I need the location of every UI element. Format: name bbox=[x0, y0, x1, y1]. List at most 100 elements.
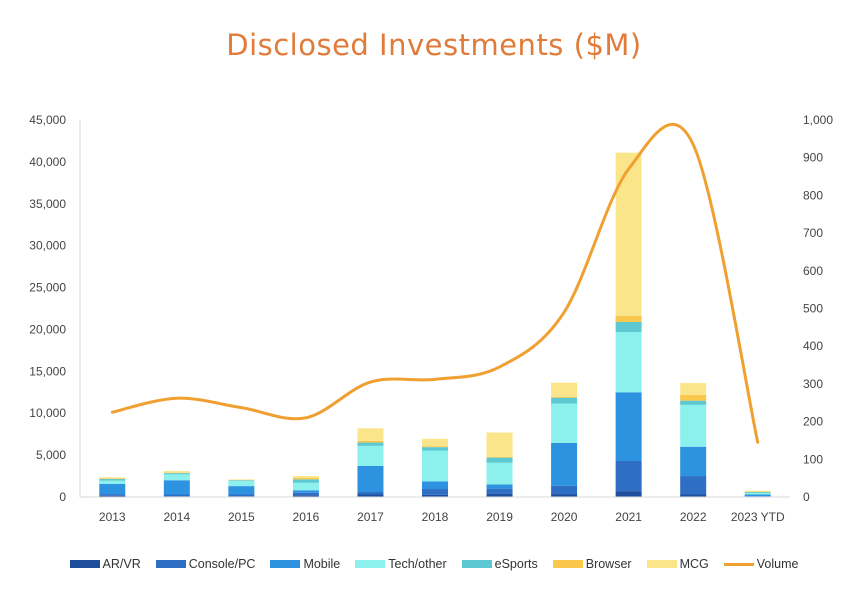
left-axis-tick-label: 10,000 bbox=[29, 406, 66, 420]
bar-segment bbox=[163, 474, 190, 481]
right-axis-ticks: 0 100 200 300 400 500 600 700 800 900 1,000 bbox=[803, 113, 833, 504]
bar-segment bbox=[680, 476, 707, 495]
bar-segment bbox=[551, 403, 578, 443]
right-axis-tick-label: 0 bbox=[803, 490, 810, 504]
bar-segment bbox=[292, 490, 319, 493]
right-axis-tick-label: 800 bbox=[803, 188, 823, 202]
left-axis-tick-label: 25,000 bbox=[29, 281, 66, 295]
legend-item: AR/VR bbox=[69, 557, 141, 571]
legend-item: Volume bbox=[723, 557, 799, 571]
bar-segment bbox=[486, 456, 513, 458]
bar-segment bbox=[551, 494, 578, 497]
bar-segment bbox=[744, 491, 771, 493]
x-axis-tick-label: 2017 bbox=[357, 510, 384, 524]
x-axis-tick-label: 2019 bbox=[486, 510, 513, 524]
right-axis-tick-label: 400 bbox=[803, 339, 823, 353]
legend-label: eSports bbox=[494, 557, 538, 571]
legend-label: Browser bbox=[585, 557, 632, 571]
bar-segment bbox=[680, 494, 707, 497]
bar-segment bbox=[744, 494, 771, 497]
bar-segment bbox=[99, 484, 126, 495]
right-axis-tick-label: 700 bbox=[803, 226, 823, 240]
legend-label: Volume bbox=[756, 557, 799, 571]
bar-segment bbox=[744, 490, 771, 492]
left-axis-tick-label: 35,000 bbox=[29, 197, 66, 211]
legend-swatch bbox=[646, 560, 677, 568]
bar-segment bbox=[615, 331, 642, 393]
bar-segment bbox=[292, 477, 319, 480]
bar-segment bbox=[551, 485, 578, 495]
bar-segment bbox=[422, 447, 448, 451]
x-axis-tick-label: 2014 bbox=[163, 510, 190, 524]
bar-segment bbox=[744, 492, 771, 495]
chart-title: Disclosed Investments ($M) bbox=[226, 28, 642, 62]
x-axis-tick-label: 2020 bbox=[551, 510, 578, 524]
right-axis-tick-label: 600 bbox=[803, 264, 823, 278]
x-axis-tick-label: 2021 bbox=[615, 510, 642, 524]
bar-segment bbox=[357, 445, 384, 467]
bar-segment bbox=[357, 428, 384, 441]
bar-segment bbox=[228, 479, 255, 481]
legend-swatch bbox=[155, 560, 186, 568]
legend-item: Browser bbox=[552, 557, 632, 571]
left-axis-tick-label: 15,000 bbox=[29, 364, 66, 378]
bar-segment bbox=[228, 481, 255, 487]
bar-segment bbox=[486, 493, 513, 497]
right-axis-tick-label: 500 bbox=[803, 302, 823, 316]
bar-segment bbox=[615, 392, 642, 461]
bar-segment bbox=[680, 394, 707, 401]
bar-segment bbox=[422, 494, 448, 497]
left-axis-tick-label: 40,000 bbox=[29, 155, 66, 169]
legend-swatch bbox=[461, 560, 492, 568]
bar-segment bbox=[357, 494, 384, 497]
legend-item: eSports bbox=[461, 557, 538, 571]
legend: AR/VR Console/PC Mobile Tech/other eSports Br… bbox=[0, 557, 868, 571]
bar-segment bbox=[99, 477, 126, 479]
bar-segment bbox=[615, 316, 642, 322]
legend-label: Console/PC bbox=[188, 557, 256, 571]
bar-segment bbox=[292, 476, 319, 478]
x-axis-tick-label: 2023 YTD bbox=[731, 510, 785, 524]
left-axis-tick-label: 30,000 bbox=[29, 239, 66, 253]
bar-segment bbox=[163, 480, 190, 495]
bar-segment bbox=[163, 494, 190, 497]
x-axis-tick-label: 2015 bbox=[228, 510, 255, 524]
bar-segment bbox=[680, 404, 707, 447]
legend-label: Tech/other bbox=[388, 557, 447, 571]
bar-segment bbox=[486, 484, 513, 489]
right-axis-tick-label: 1,000 bbox=[803, 113, 833, 127]
bar-segment bbox=[357, 442, 384, 446]
right-axis-tick-label: 100 bbox=[803, 452, 823, 466]
bar-segment bbox=[357, 440, 384, 443]
legend-swatch bbox=[270, 560, 301, 568]
legend-label: AR/VR bbox=[102, 557, 141, 571]
bar-segment bbox=[615, 321, 642, 332]
bar-segment bbox=[292, 492, 319, 496]
left-axis-tick-label: 0 bbox=[59, 490, 66, 504]
legend-swatch bbox=[69, 560, 100, 568]
bar-segment bbox=[680, 400, 707, 405]
bar-segment bbox=[163, 473, 190, 475]
bar-segment bbox=[551, 397, 578, 404]
bar-segment bbox=[99, 494, 126, 496]
legend-item: Console/PC bbox=[155, 557, 256, 571]
bar-segment bbox=[357, 466, 384, 492]
bar-segment bbox=[551, 382, 578, 397]
bar-segment bbox=[422, 446, 448, 448]
volume-line bbox=[110, 122, 760, 444]
bar-stacks bbox=[99, 152, 771, 497]
bar-segment bbox=[551, 396, 578, 398]
x-axis-tick-label: 2016 bbox=[293, 510, 320, 524]
x-axis-labels: 2013 2014 2015 2016 2017 2018 2019 2020 2021 2022… bbox=[99, 510, 785, 524]
bar-segment bbox=[357, 491, 384, 495]
bar-segment bbox=[99, 495, 126, 497]
bar-segment bbox=[292, 479, 319, 483]
legend-label: Mobile bbox=[303, 557, 341, 571]
right-axis-tick-label: 300 bbox=[803, 377, 823, 391]
right-axis-tick-label: 200 bbox=[803, 415, 823, 429]
bar-segment bbox=[422, 450, 448, 482]
legend-swatch bbox=[355, 560, 386, 568]
bar-segment bbox=[228, 494, 255, 497]
bar-segment bbox=[680, 383, 707, 395]
